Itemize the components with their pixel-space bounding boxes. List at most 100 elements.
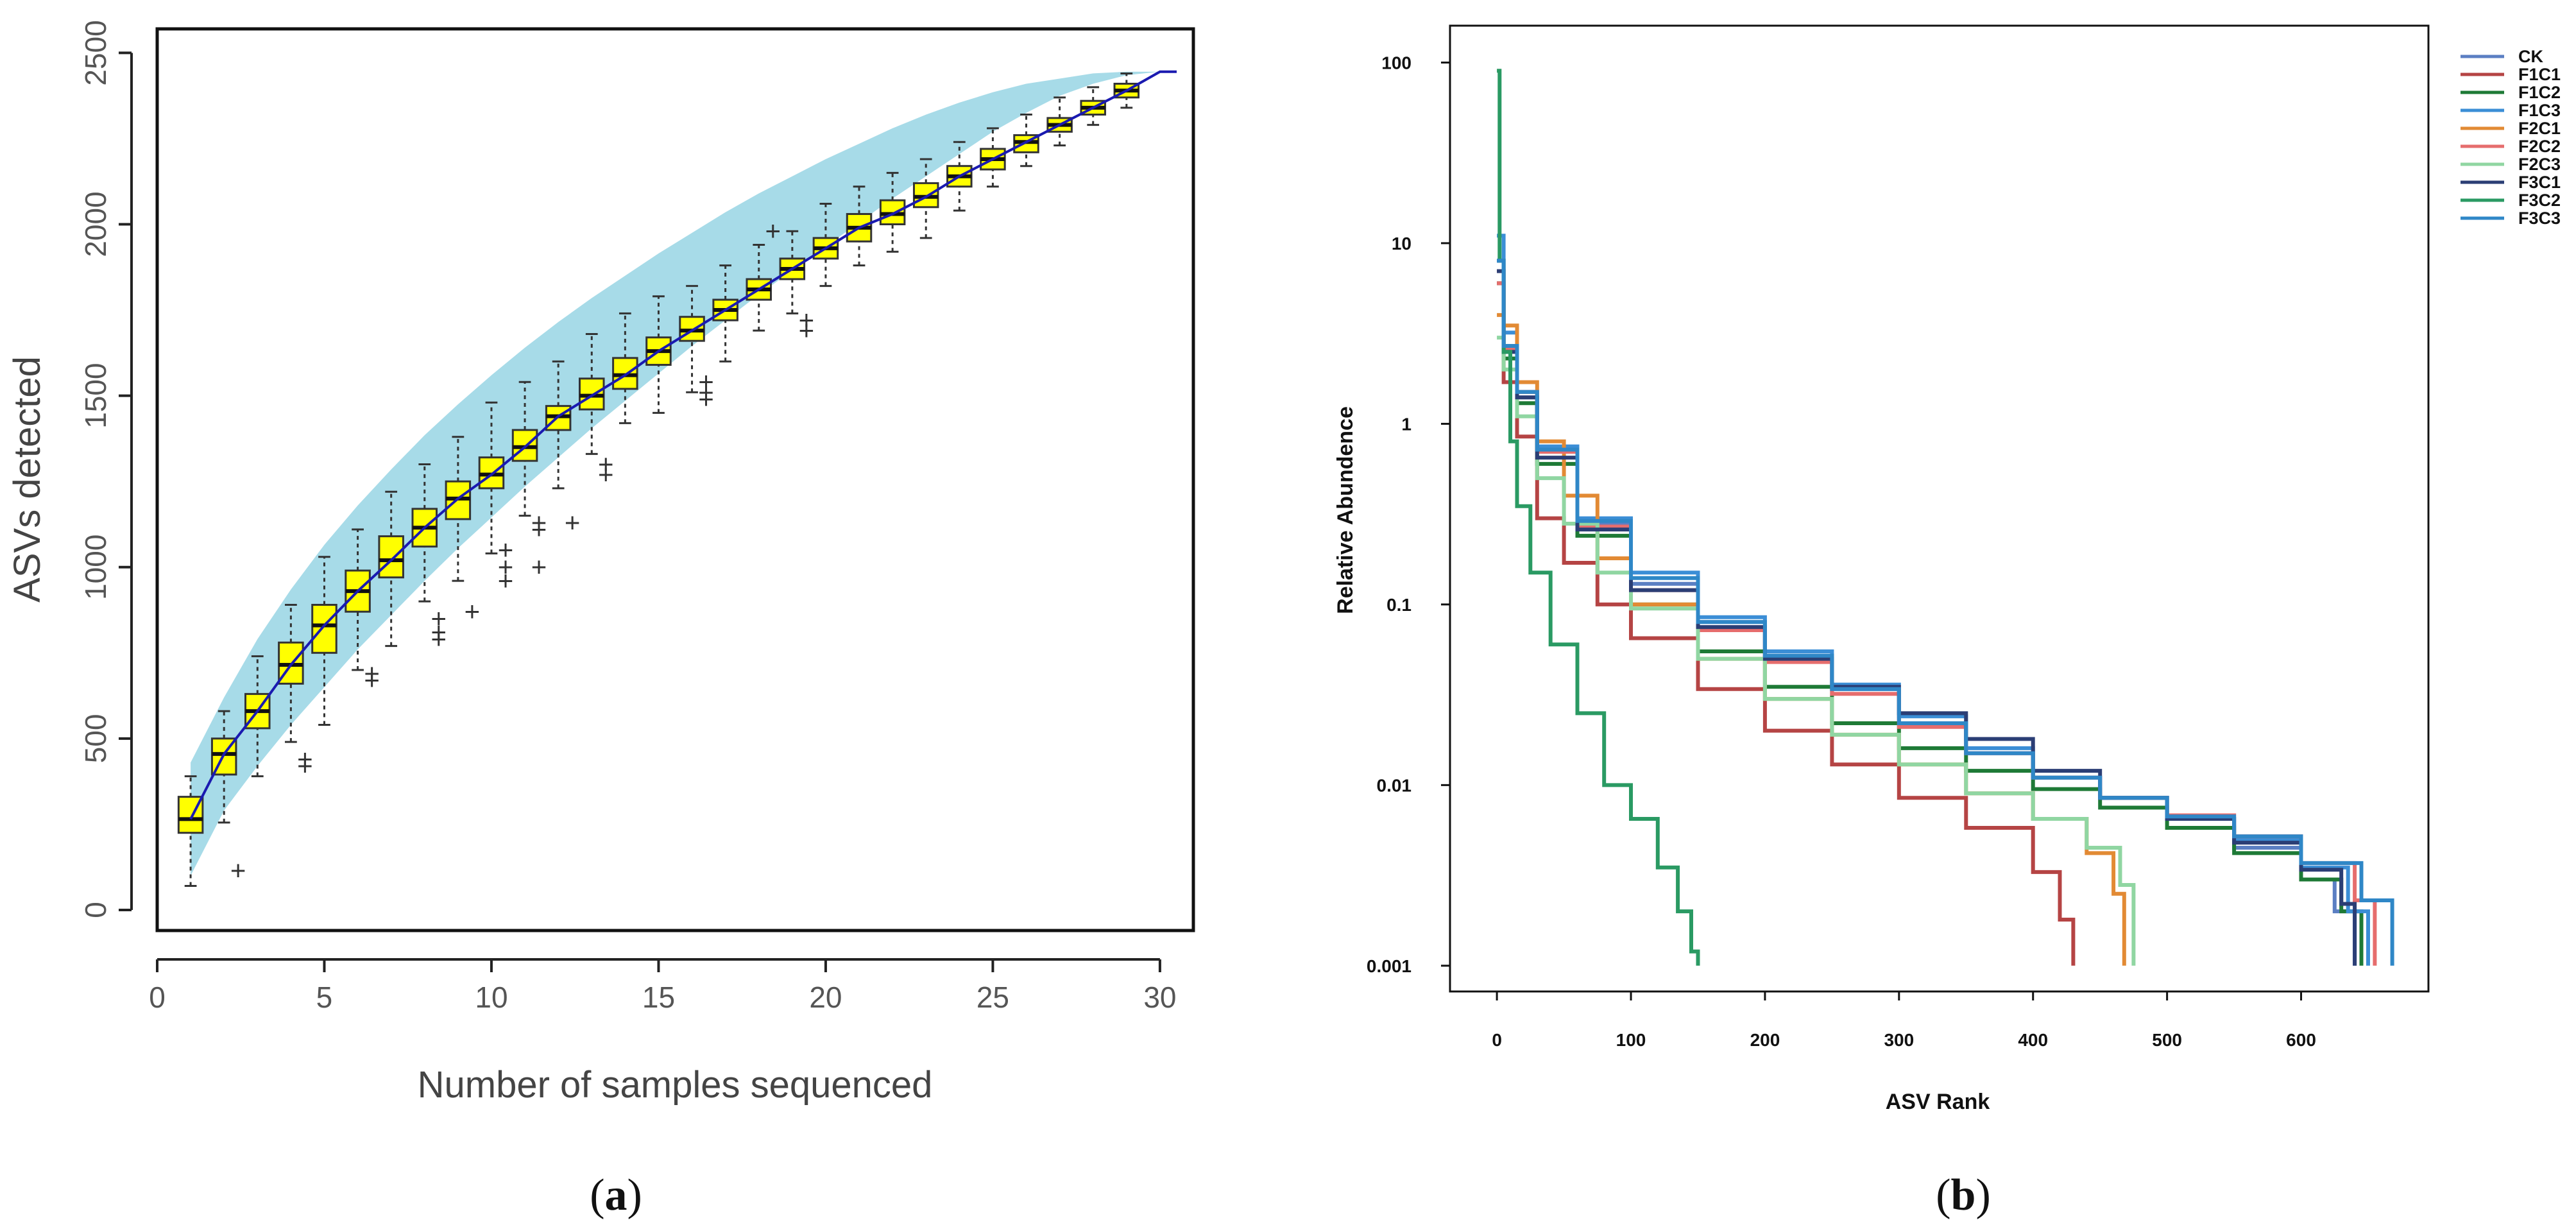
box-16: +++ — [679, 285, 714, 414]
series-line-f2c2 — [1497, 281, 2377, 966]
outlier-8-1: + — [431, 617, 447, 647]
panel-a-x-tick-label-30: 30 — [1143, 981, 1176, 1014]
panel-a-y-tick-label-2000: 2000 — [79, 191, 112, 257]
box-15 — [645, 295, 672, 414]
series-line-f1c2 — [1497, 281, 2364, 966]
panel-b-x-axis-label: ASV Rank — [1886, 1090, 1990, 1114]
outlier-6-1: + — [364, 658, 380, 688]
legend-label-ck: CK — [2518, 47, 2543, 66]
series-line-f1c3 — [1497, 234, 2370, 966]
panel-b-x-tick-label-100: 100 — [1616, 1030, 1646, 1050]
outlier-6-0: + — [364, 665, 380, 695]
box-28 — [1080, 86, 1106, 126]
series-line-f1c1 — [1497, 269, 2076, 966]
legend-label-f1c1: F1C1 — [2518, 65, 2561, 84]
caption-b: (b) — [1936, 1171, 1991, 1220]
panel-b-x-tick-label-600: 600 — [2286, 1030, 2316, 1050]
panel-b-y-tick-label-3: 1 — [1401, 414, 1412, 434]
outlier-10-1: + — [498, 552, 514, 582]
outlier-19-1: + — [799, 305, 815, 335]
box-13: ++ — [579, 332, 614, 489]
legend-label-f2c1: F2C1 — [2518, 119, 2561, 138]
box-26 — [1013, 114, 1039, 167]
panel-b-x-tick-label-500: 500 — [2152, 1030, 2182, 1050]
panel-b-y-tick-label-4: 10 — [1392, 234, 1412, 253]
box-18: + — [746, 216, 781, 332]
panel-a-x-tick-label-0: 0 — [149, 981, 166, 1014]
box-body-7 — [378, 535, 404, 579]
series-line-f2c1 — [1497, 313, 2126, 966]
box-body-5 — [311, 603, 337, 654]
series-line-ck — [1497, 259, 2357, 966]
series-line-f3c3 — [1497, 259, 2394, 966]
panel-b-x-tick-label-400: 400 — [2018, 1030, 2048, 1050]
outlier-11-1: + — [531, 514, 547, 544]
caption-a: (a) — [590, 1171, 642, 1220]
panel-a-y-tick-label-0: 0 — [79, 902, 112, 918]
panel-a-x-tick-label-15: 15 — [642, 981, 675, 1014]
legend-label-f2c3: F2C3 — [2518, 155, 2561, 174]
box-17 — [712, 264, 738, 363]
panel-a-chart: ++++++++ +++++++ +++++++++ 0 5 10 15 20 25 30050… — [6, 20, 1195, 1106]
panel-b-x-tick-label-300: 300 — [1884, 1030, 1914, 1050]
outlier-13-1: + — [598, 449, 614, 479]
legend-label-f3c1: F3C1 — [2518, 173, 2561, 192]
panel-a-y-axis-label: ASVs detected — [6, 356, 48, 603]
series-line-f3c1 — [1497, 269, 2357, 966]
outlier-8-2: + — [431, 603, 447, 633]
panel-a-x-tick-label-20: 20 — [809, 981, 842, 1014]
panel-b-x-tick-label-0: 0 — [1492, 1030, 1502, 1050]
panel-b-y-tick-label-2: 0.1 — [1386, 595, 1412, 615]
box-11: +++ — [511, 381, 547, 582]
panel-b-plot-frame — [1449, 24, 2430, 993]
outlier-18-0: + — [765, 216, 781, 246]
outlier-11-0: + — [531, 552, 547, 582]
box-14 — [612, 312, 638, 424]
outlier-16-0: + — [698, 384, 714, 414]
legend-label-f3c2: F3C2 — [2518, 191, 2561, 210]
panel-b-x-tick-label-200: 200 — [1750, 1030, 1780, 1050]
panel-a-y-tick-label-2500: 2500 — [79, 20, 112, 85]
panel-b-chart: 0 100 200 300 400 500 600 0.001 0.01 0.1 1 10 100 AS… — [1333, 24, 2561, 1114]
outlier-4-0: + — [297, 751, 313, 781]
outlier-11-2: + — [531, 507, 547, 537]
panel-a-x-axis-label: Number of samples sequenced — [418, 1064, 933, 1106]
mean-line — [189, 70, 1177, 820]
legend-label-f2c2: F2C2 — [2518, 137, 2561, 156]
panel-a-x-tick-label-25: 25 — [977, 981, 1009, 1014]
outlier-10-0: + — [498, 565, 514, 596]
outlier-19-0: + — [799, 315, 815, 345]
panel-a-x-tick-label-10: 10 — [475, 981, 508, 1014]
panel-a-plot-frame — [155, 27, 1195, 932]
panel-b-y-tick-label-1: 0.01 — [1377, 775, 1412, 795]
series-line-f3c2 — [1497, 69, 1700, 966]
box-23 — [912, 158, 939, 239]
panel-b-y-axis-label: Relative Abundence — [1333, 406, 1358, 614]
legend-label-f3c3: F3C3 — [2518, 209, 2561, 228]
box-9: + — [445, 436, 481, 626]
legend-label-f1c2: F1C2 — [2518, 83, 2561, 102]
confidence-band — [191, 71, 1160, 876]
panel-b-y-tick-label-0: 0.001 — [1367, 956, 1412, 976]
outlier-16-1: + — [698, 377, 714, 407]
outlier-4-1: + — [297, 744, 313, 774]
outlier-9-0: + — [465, 596, 481, 626]
box-5 — [311, 556, 337, 726]
outlier-8-0: + — [431, 624, 447, 654]
panel-a-x-tick-label-5: 5 — [316, 981, 333, 1014]
panel-a-y-tick-label-500: 500 — [79, 714, 112, 763]
outlier-10-2: + — [498, 535, 514, 565]
legend-label-f1c3: F1C3 — [2518, 101, 2561, 120]
box-19: ++ — [779, 230, 815, 345]
panel-a-y-tick-label-1000: 1000 — [79, 535, 112, 600]
outlier-12-0: + — [565, 507, 581, 537]
box-8: +++ — [411, 463, 447, 654]
panel-a-y-tick-label-1500: 1500 — [79, 363, 112, 428]
outlier-13-0: + — [598, 459, 614, 489]
panel-b-y-tick-label-5: 100 — [1381, 53, 1412, 73]
outlier-16-2: + — [698, 366, 714, 397]
box-10: +++ — [478, 401, 514, 596]
outlier-2-0: + — [230, 855, 246, 886]
